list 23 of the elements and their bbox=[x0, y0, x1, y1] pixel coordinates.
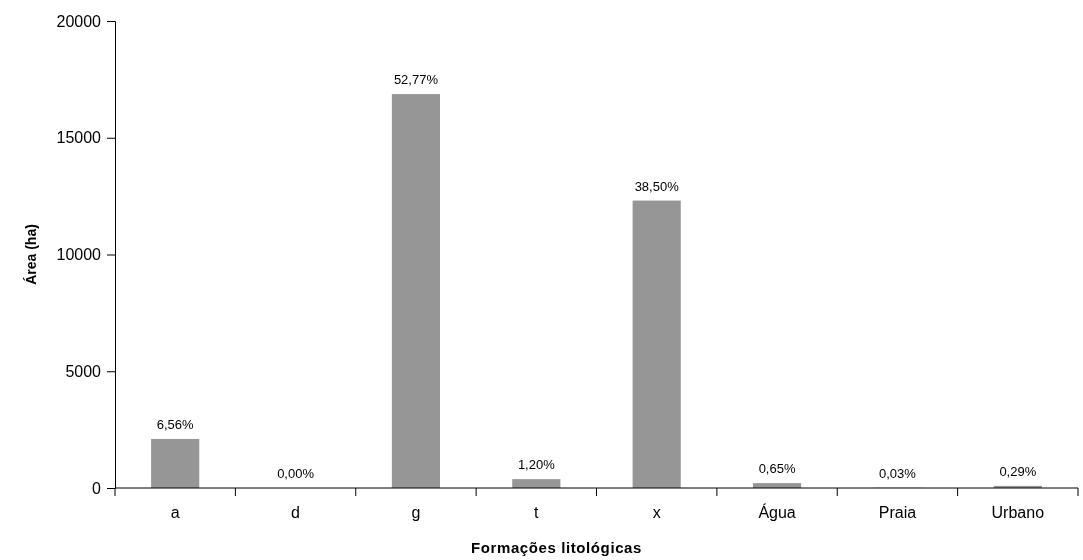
x-tick-label: a bbox=[170, 504, 180, 521]
y-tick-label: 10000 bbox=[56, 246, 102, 264]
y-axis-title: Área (ha) bbox=[23, 224, 39, 285]
annotation: 0,29% bbox=[999, 463, 1037, 479]
x-tick-label: g bbox=[411, 504, 421, 521]
annotation: 6,56% bbox=[156, 416, 195, 432]
x-tick-label: Praia bbox=[878, 504, 917, 521]
x-tick-label: x bbox=[652, 504, 661, 521]
annotation: 1,20% bbox=[517, 457, 556, 473]
y-tick-label: 0 bbox=[92, 479, 102, 497]
annotation: 52,77% bbox=[393, 72, 439, 88]
annotation: 0,03% bbox=[879, 465, 917, 481]
annotation: 0,65% bbox=[758, 461, 796, 477]
annotation: 38,50% bbox=[634, 178, 680, 194]
x-tick-label: d bbox=[291, 504, 301, 521]
y-tick-label: 5000 bbox=[65, 362, 102, 380]
y-tick-label: 20000 bbox=[56, 12, 102, 30]
x-axis-title: Formações litológicas bbox=[471, 539, 642, 556]
annotation: 0,00% bbox=[277, 466, 315, 481]
x-tick-label: t bbox=[534, 504, 540, 521]
x-tick-label: Urbano bbox=[991, 504, 1045, 521]
x-tick-label: Água bbox=[758, 503, 796, 521]
y-tick-label: 15000 bbox=[56, 129, 102, 147]
